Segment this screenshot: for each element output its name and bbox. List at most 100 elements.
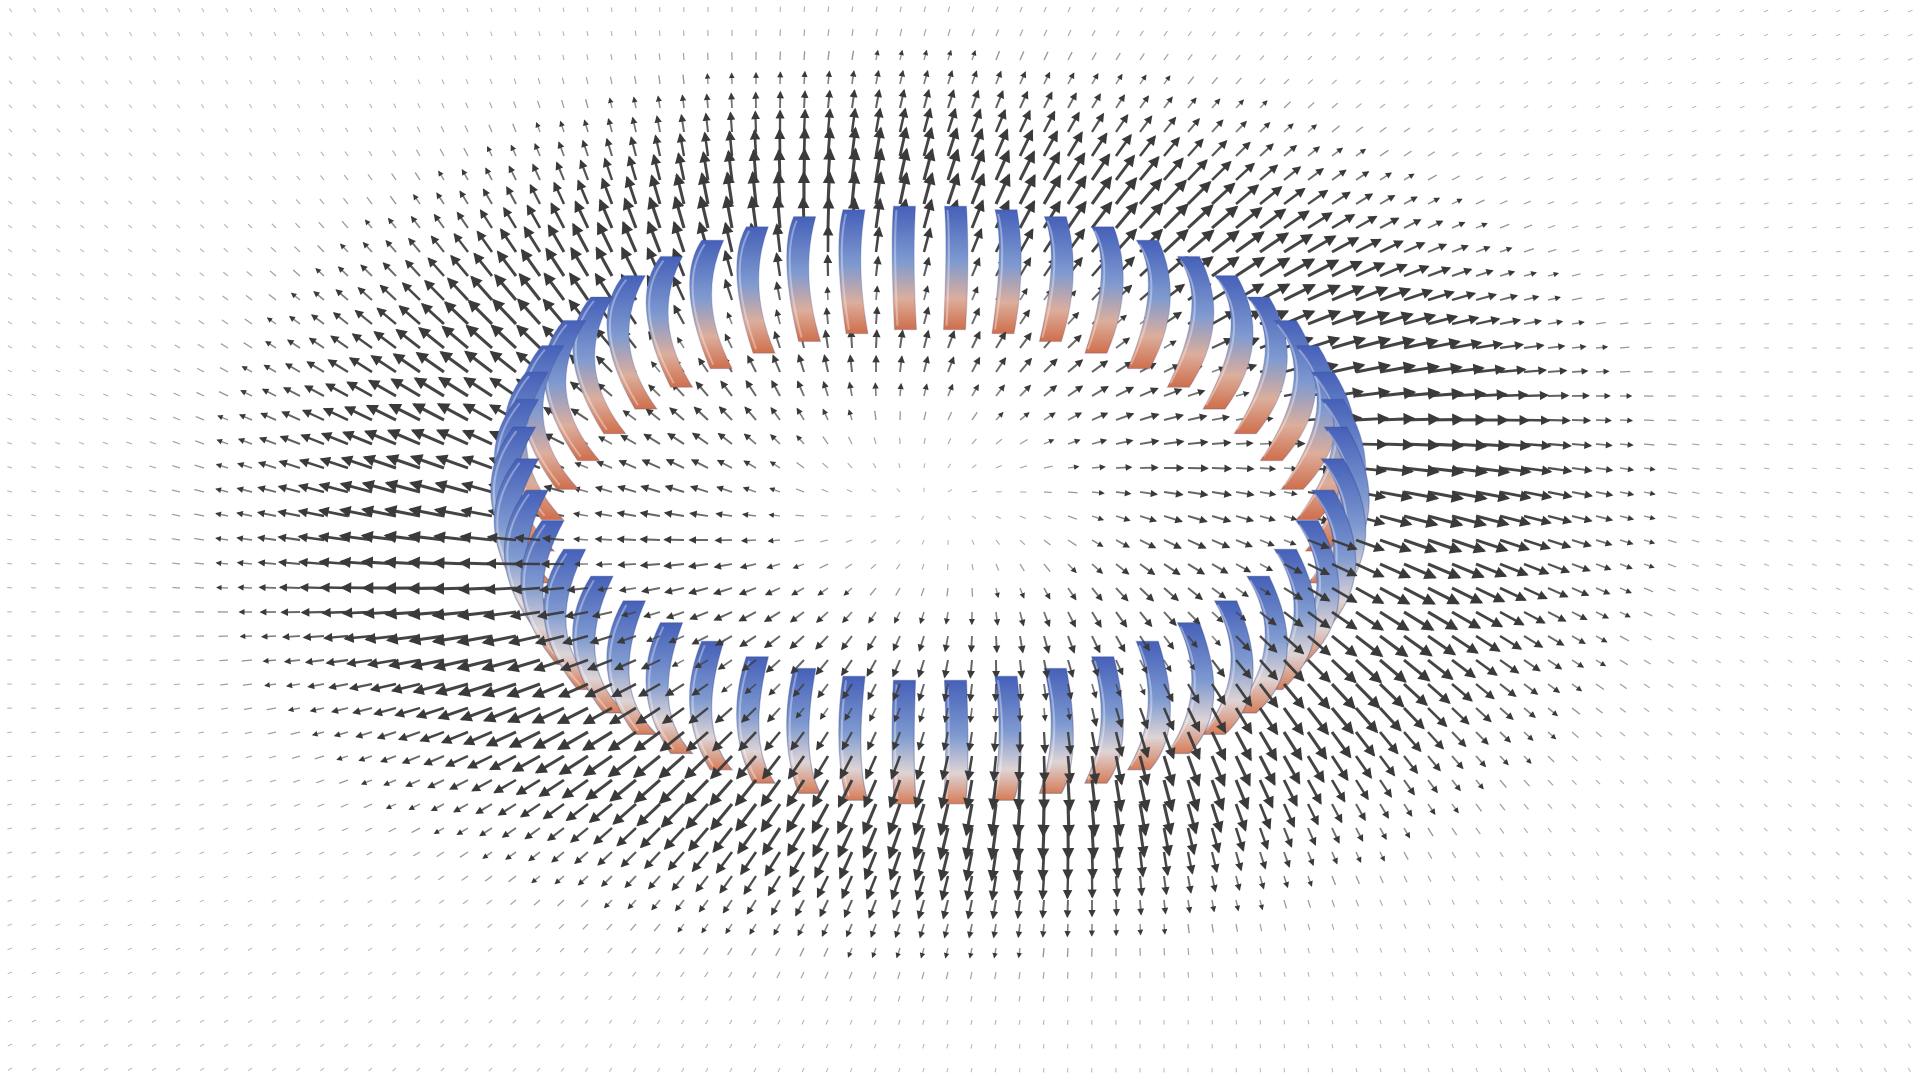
field-arrow [628, 136, 638, 157]
field-arrow [1259, 635, 1278, 653]
field-arrow [1547, 57, 1553, 61]
field-arrow [867, 899, 877, 919]
field-arrow [1523, 947, 1527, 953]
field-arrow [237, 462, 253, 469]
field-arrow [1619, 659, 1629, 666]
field-arrow [1811, 1043, 1815, 1048]
field-arrow [219, 367, 229, 373]
field-arrow [1306, 803, 1319, 826]
field-arrow [127, 755, 133, 758]
field-arrow [1090, 153, 1111, 181]
field-arrow [1667, 1043, 1671, 1049]
field-arrow [172, 416, 181, 421]
field-arrow [526, 204, 542, 229]
field-arrow [1235, 947, 1238, 955]
field-arrow [704, 73, 711, 85]
field-arrow [1283, 851, 1291, 868]
field-arrow [339, 243, 349, 253]
field-arrow [1355, 361, 1392, 374]
field-arrow [102, 465, 109, 469]
field-arrow [851, 29, 854, 37]
field-arrow [1787, 202, 1793, 205]
field-arrow [1595, 755, 1602, 761]
field-arrow [345, 7, 349, 13]
field-arrow [1499, 176, 1507, 181]
field-arrow [608, 995, 613, 1001]
field-arrow [1811, 274, 1817, 277]
field-arrow [1739, 250, 1745, 253]
field-arrow [738, 611, 757, 622]
field-arrow [1547, 153, 1554, 157]
field-arrow [849, 1067, 853, 1073]
field-arrow [1883, 707, 1889, 711]
field-arrow [236, 486, 253, 493]
field-arrow [970, 1067, 973, 1073]
field-arrow [8, 32, 13, 37]
field-arrow [898, 1067, 901, 1073]
field-arrow [1043, 51, 1049, 61]
field-arrow [79, 345, 85, 349]
field-arrow [1091, 635, 1101, 654]
field-arrow [923, 28, 927, 37]
field-arrow [300, 433, 325, 446]
field-arrow [1523, 33, 1529, 37]
field-arrow [734, 779, 758, 807]
field-arrow [416, 1043, 421, 1048]
field-arrow [1835, 130, 1841, 133]
field-arrow [32, 200, 37, 205]
field-arrow [1907, 202, 1913, 205]
field-arrow [152, 176, 157, 181]
field-arrow [481, 682, 517, 698]
field-arrow [1691, 443, 1700, 446]
field-arrow [7, 587, 13, 589]
field-arrow [1211, 76, 1219, 85]
field-arrow [841, 635, 853, 651]
field-arrow [1667, 467, 1677, 471]
field-arrow [1234, 875, 1242, 892]
field-arrow [1547, 947, 1551, 953]
field-arrow [1259, 971, 1262, 978]
field-arrow [919, 611, 925, 625]
field-arrow [1306, 731, 1328, 760]
field-arrow [201, 31, 205, 37]
field-arrow [320, 1043, 325, 1048]
field-arrow [922, 198, 935, 229]
field-arrow [1859, 995, 1864, 1000]
field-arrow [916, 659, 925, 678]
field-arrow [1282, 755, 1301, 785]
field-arrow [645, 635, 661, 643]
field-arrow [675, 152, 686, 181]
field-arrow [543, 272, 566, 301]
field-arrow [1163, 412, 1184, 421]
field-arrow [1643, 177, 1649, 181]
field-arrow [1259, 563, 1274, 572]
field-arrow [582, 706, 613, 725]
field-arrow [1019, 563, 1025, 572]
field-arrow [1235, 611, 1247, 621]
field-arrow [1355, 215, 1378, 230]
field-arrow [841, 875, 854, 900]
field-arrow [1283, 947, 1286, 954]
field-arrow [1835, 995, 1840, 1000]
field-arrow [1907, 779, 1912, 784]
field-arrow [786, 827, 806, 857]
field-arrow [1019, 587, 1025, 599]
field-arrow [1811, 587, 1817, 591]
field-arrow [344, 1067, 349, 1072]
field-arrow [1379, 103, 1386, 109]
field-arrow [463, 376, 493, 398]
field-arrow [761, 755, 782, 780]
field-arrow [128, 224, 133, 229]
field-arrow [970, 1019, 973, 1025]
field-arrow [716, 485, 733, 493]
field-arrow [1018, 150, 1036, 181]
coil-highlight [545, 323, 582, 458]
field-arrow [55, 514, 61, 517]
field-arrow [1595, 1067, 1599, 1073]
field-arrow [1161, 923, 1168, 935]
field-arrow [1667, 419, 1677, 422]
field-arrow [1475, 292, 1498, 302]
field-arrow [847, 354, 855, 373]
field-arrow [630, 116, 638, 133]
